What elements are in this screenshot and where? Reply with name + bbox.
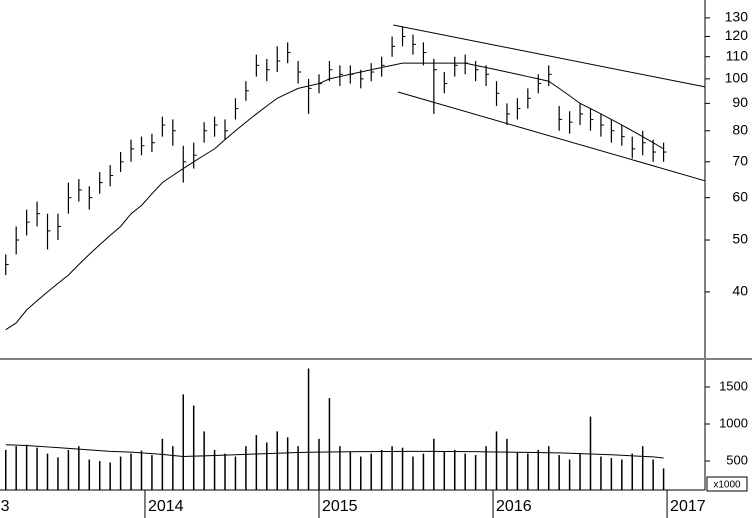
- price-panel: 40 50 60 70 80 90 100 110 120 130: [0, 0, 752, 360]
- y-tick-label: 60: [732, 188, 748, 204]
- y-tick-label: 50: [732, 231, 748, 247]
- y-tick-label: 1500: [719, 378, 748, 393]
- y-tick-label: 120: [725, 27, 749, 43]
- x-tick-label: 2016: [496, 498, 532, 515]
- y-tick-label: 80: [732, 121, 748, 137]
- y-tick-label: 500: [726, 452, 748, 467]
- x-tick-label: 2014: [148, 498, 184, 515]
- volume-panel: 500 1000 1500 x1000: [0, 360, 748, 492]
- y-tick-label: 100: [725, 70, 749, 86]
- volume-average: [5, 444, 664, 459]
- y-tick-label: 90: [732, 94, 748, 110]
- x-tick-label: 2017: [670, 498, 706, 515]
- y-tick-label: 40: [732, 283, 748, 299]
- y-tick-label: 1000: [719, 415, 748, 430]
- moving-average: [5, 62, 664, 331]
- trend-line: [393, 24, 706, 88]
- y-tick-label: 110: [726, 47, 749, 63]
- unit-label: x1000: [713, 480, 741, 491]
- trend-line: [397, 91, 706, 182]
- y-tick-label: 130: [725, 9, 749, 25]
- unit-box: [706, 476, 748, 492]
- x-tick-label: 2015: [322, 498, 358, 515]
- y-tick-label: 70: [732, 153, 748, 169]
